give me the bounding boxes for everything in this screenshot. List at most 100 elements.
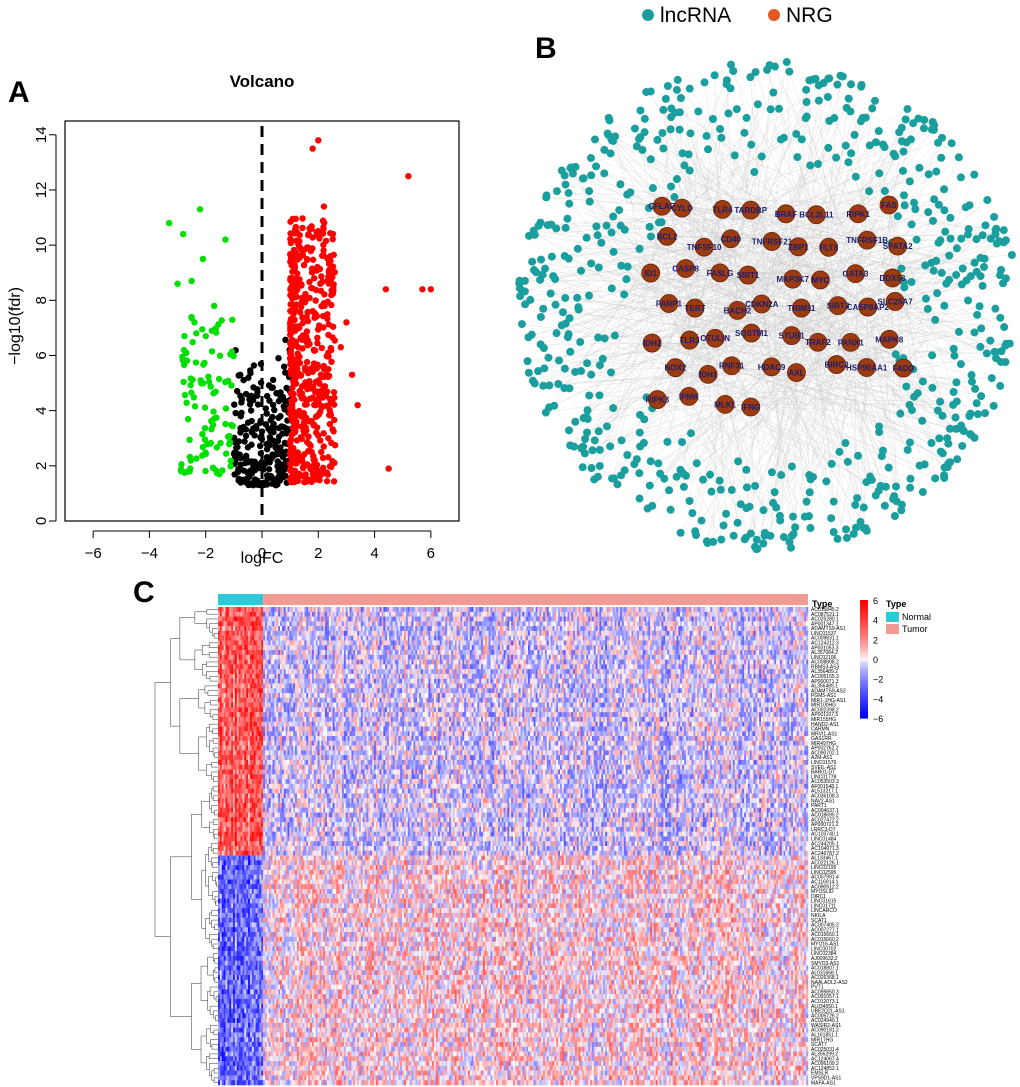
heatmap-cell: [225, 611, 228, 617]
heatmap-cell: [347, 616, 350, 622]
heatmap-cell: [441, 635, 444, 641]
network-edge: [771, 207, 966, 367]
up-point: [324, 255, 331, 262]
heatmap-cell: [278, 630, 281, 636]
heatmap-cell: [766, 611, 769, 617]
heatmap-cell: [496, 630, 499, 636]
heatmap-cell: [806, 611, 809, 617]
heatmap-cell: [218, 630, 221, 636]
heatmap-cell: [638, 616, 642, 622]
heatmap-cell: [355, 635, 358, 641]
ns-point: [269, 376, 277, 384]
heatmap-cell: [338, 630, 341, 636]
heatmap-cell: [706, 630, 709, 636]
heatmap-cell: [295, 621, 298, 627]
heatmap-cell: [343, 621, 347, 627]
heatmap-cell: [503, 607, 506, 613]
lncrna-node: [615, 206, 624, 215]
ns-point: [275, 354, 282, 362]
network-edge: [688, 396, 832, 465]
heatmap-cell: [295, 616, 298, 622]
nrg-node: [848, 204, 868, 224]
lncrna-node: [877, 452, 886, 461]
heatmap-cell: [383, 611, 386, 617]
heatmap-cell: [268, 630, 271, 636]
heatmap-cell: [559, 626, 563, 632]
heatmap-cell: [753, 616, 756, 622]
heatmap-cell: [734, 621, 737, 627]
heatmap-cell: [578, 621, 581, 627]
heatmap-cell: [326, 635, 330, 641]
heatmap-cell: [789, 607, 792, 613]
network-edge: [543, 374, 709, 386]
heatmap-cell: [449, 630, 452, 636]
lncrna-node: [779, 533, 788, 542]
lncrna-node: [719, 521, 728, 530]
heatmap-cell: [405, 621, 409, 627]
heatmap-cell: [556, 630, 559, 636]
lncrna-node: [704, 145, 713, 154]
ns-point: [245, 374, 252, 381]
heatmap-cell: [432, 621, 435, 627]
up-point: [327, 344, 335, 352]
heatmap-cell: [582, 626, 585, 632]
heatmap-cell: [310, 611, 313, 617]
heatmap-cell: [302, 635, 305, 641]
heatmap-cell: [441, 607, 444, 613]
heatmap-cell: [552, 616, 555, 622]
lncrna-node: [539, 381, 548, 390]
heatmap-cell: [695, 607, 698, 613]
heatmap-cell: [794, 626, 797, 632]
heatmap-cell: [484, 626, 487, 632]
lncrna-node: [991, 304, 1000, 313]
heatmap-cell: [490, 630, 493, 636]
heatmap-cell: [332, 607, 335, 613]
network-edge: [709, 306, 868, 475]
heatmap-cell: [695, 616, 698, 622]
heatmap-cell: [657, 621, 660, 627]
network-edge: [688, 120, 830, 397]
heatmap-cell: [667, 607, 670, 613]
heatmap-cell: [714, 621, 717, 627]
network-edge: [737, 372, 797, 462]
nrg-node: [657, 226, 677, 246]
heatmap-cell: [300, 630, 303, 636]
lncrna-node: [958, 441, 967, 450]
heatmap-cell: [575, 626, 578, 632]
down-point: [199, 443, 207, 451]
heatmap-cell: [234, 616, 238, 622]
lncrna-node: [964, 296, 973, 305]
heatmap-cell: [481, 626, 484, 632]
heatmap-cell: [289, 616, 292, 622]
heatmap-cell: [729, 621, 732, 627]
heatmap-cell: [462, 616, 465, 622]
down-point: [198, 380, 205, 387]
heatmap-cell: [332, 611, 335, 617]
heatmap-cell: [321, 626, 324, 632]
heatmap-cell: [387, 630, 390, 636]
heatmap-cell: [529, 621, 533, 627]
lncrna-node: [630, 124, 639, 133]
heatmap-cell: [362, 621, 365, 627]
heatmap-cell: [717, 621, 720, 627]
heatmap-cell: [234, 607, 238, 613]
lncrna-node: [585, 187, 594, 196]
heatmap-cell: [330, 630, 333, 636]
heatmap-cell: [336, 630, 339, 636]
lncrna-node: [928, 383, 937, 392]
heatmap-cell: [385, 635, 388, 641]
up-point: [287, 230, 294, 237]
heatmap-cell: [227, 607, 230, 613]
up-point: [302, 290, 309, 298]
up-point: [303, 338, 310, 346]
up-point: [288, 274, 295, 282]
lncrna-node: [990, 212, 999, 221]
lncrna-node: [602, 221, 611, 230]
heatmap-cell: [531, 607, 534, 613]
lncrna-node: [676, 94, 685, 103]
heatmap-cell: [426, 607, 429, 613]
heatmap-cell: [490, 611, 493, 617]
heatmap-cell: [661, 621, 664, 627]
heatmap-cell: [601, 626, 604, 632]
heatmap-cell: [612, 616, 615, 622]
